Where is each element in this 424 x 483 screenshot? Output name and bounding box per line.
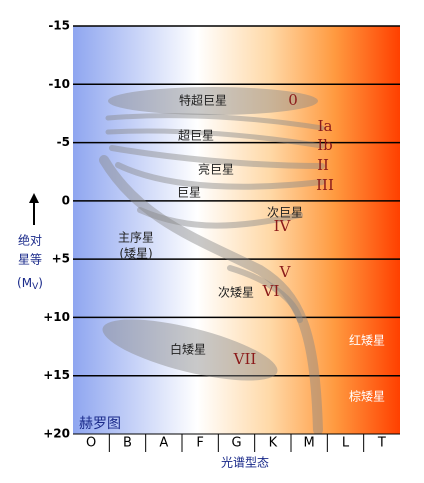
subgiant-band — [137, 207, 303, 229]
y-axis-title: 绝对 星等 (MV) — [17, 193, 43, 292]
class: III — [316, 176, 334, 194]
spectrum-background — [73, 26, 400, 434]
class: IV — [274, 217, 292, 235]
title: 赫罗图 — [79, 416, 121, 432]
hypergiant-band — [108, 87, 318, 115]
class: II — [317, 156, 329, 174]
arrow-head — [29, 193, 39, 203]
x-axis-title: 光谱型态 — [221, 456, 269, 470]
class: V — [279, 263, 292, 281]
supergiant-band — [105, 128, 325, 149]
class: Ib — [317, 136, 333, 154]
x-tick-label: B — [123, 436, 132, 451]
label: 棕矮星 — [349, 389, 385, 404]
main-sequence-band — [99, 155, 323, 435]
subdwarf-band — [227, 265, 303, 323]
bands — [99, 87, 325, 435]
x-tick-label: T — [377, 436, 386, 451]
giant-band — [115, 162, 325, 190]
white-dwarf-band — [102, 319, 278, 381]
x-tick-label: F — [196, 436, 203, 451]
supergiant-band — [105, 113, 325, 131]
class: VII — [233, 350, 257, 368]
x-tick-label: K — [269, 436, 278, 451]
y-tick-label: -10 — [48, 77, 70, 91]
label: 次巨星 — [267, 206, 303, 220]
x-tick-label: A — [159, 436, 168, 451]
class: 0 — [288, 91, 298, 109]
x-tick-label: O — [86, 436, 96, 451]
y-tick-label: +10 — [43, 310, 70, 324]
label: 白矮星 — [170, 342, 206, 357]
label: 主序星 — [118, 230, 154, 245]
x-tick-label: L — [342, 436, 350, 451]
y-tick-label: -15 — [48, 19, 70, 33]
y-unit: (MV) — [17, 276, 43, 292]
label: 超巨星 — [178, 128, 214, 143]
label: 红矮星 — [349, 333, 385, 348]
y-label: 绝对 — [18, 233, 42, 248]
x-tick-label: G — [231, 436, 241, 451]
label: (矮星) — [119, 247, 152, 261]
y-label: 星等 — [18, 253, 42, 267]
class: Ia — [318, 117, 333, 135]
y-tick-label: 0 — [62, 193, 70, 207]
label: 亮巨星 — [198, 162, 234, 177]
y-tick-label: +20 — [43, 427, 70, 441]
label: 特超巨星 — [179, 93, 227, 108]
label: 巨星 — [177, 186, 201, 200]
y-tick-label: +5 — [52, 252, 70, 266]
labels: 特超巨星 0 超巨星 Ia Ib 亮巨星 II 巨星 III 次巨星 IV 主序… — [79, 91, 385, 470]
x-strip — [73, 434, 400, 452]
bright-giant-band — [109, 145, 325, 169]
grid: -15 -10 -5 0 +5 +10 +15 +20 — [43, 19, 400, 441]
label: 次矮星 — [218, 286, 254, 300]
y-tick-label: +15 — [43, 368, 70, 382]
x-tick-label: M — [304, 436, 315, 451]
class: VI — [262, 282, 280, 300]
y-tick-label: -5 — [57, 135, 70, 149]
